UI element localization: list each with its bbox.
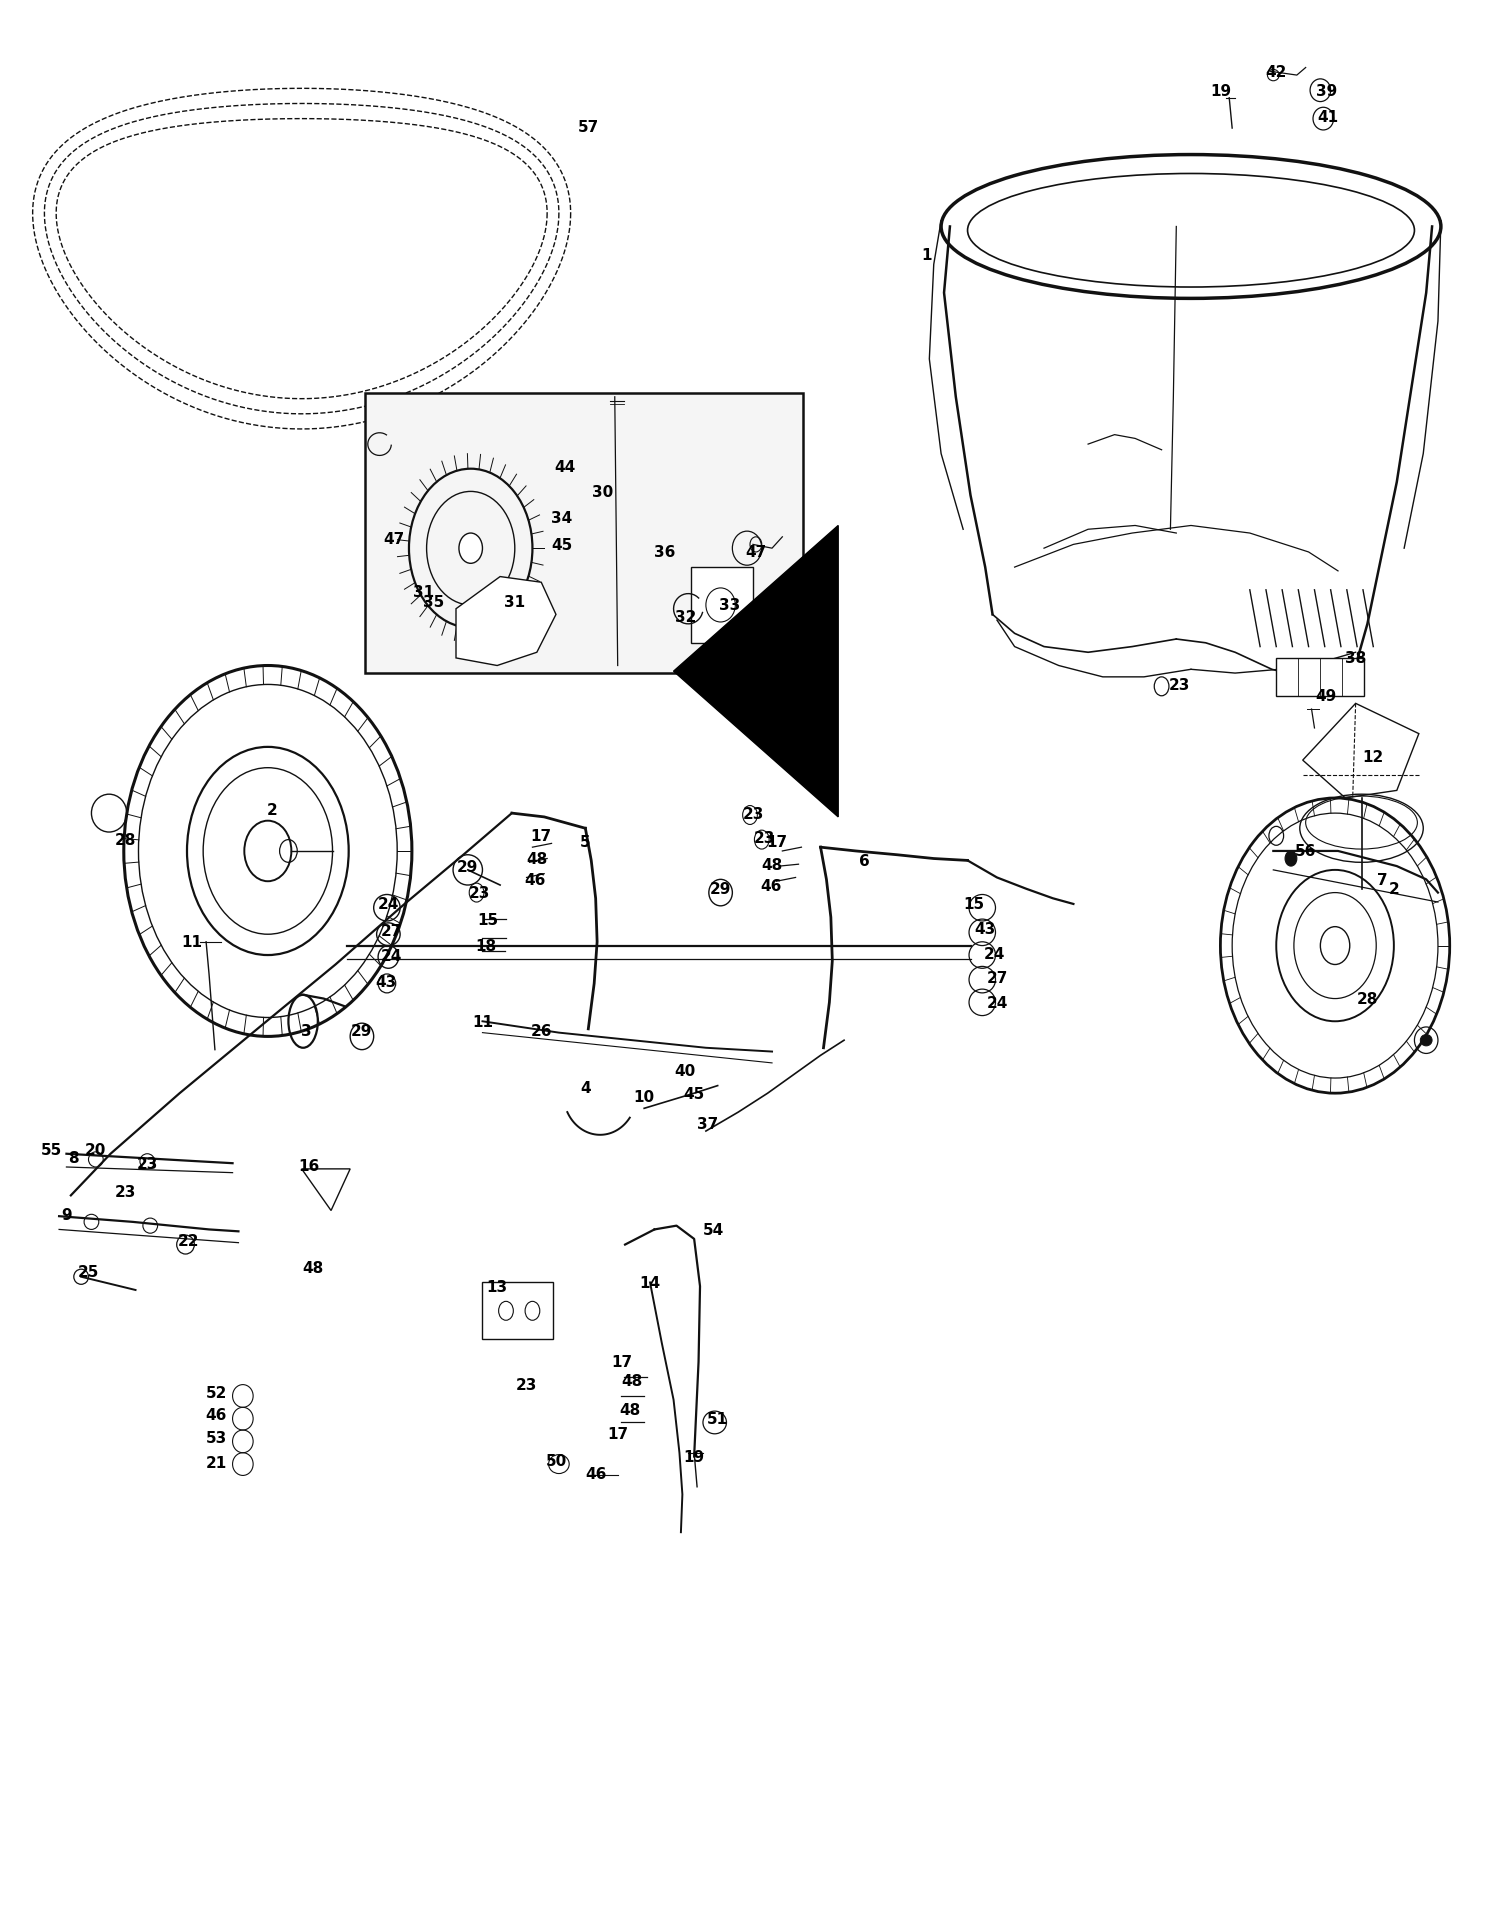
Text: 23: 23: [1168, 677, 1190, 693]
Text: 12: 12: [1362, 749, 1384, 764]
Text: 29: 29: [710, 882, 732, 897]
Text: 48: 48: [622, 1374, 644, 1388]
Text: 17: 17: [766, 834, 788, 849]
Text: 4: 4: [580, 1081, 591, 1096]
Text: 50: 50: [546, 1453, 567, 1469]
Text: 9: 9: [62, 1206, 72, 1222]
FancyBboxPatch shape: [1276, 658, 1365, 697]
Text: 46: 46: [206, 1407, 226, 1422]
Text: 48: 48: [762, 857, 783, 872]
Text: 48: 48: [620, 1401, 640, 1417]
Text: 7: 7: [1377, 872, 1388, 888]
Text: 11: 11: [472, 1015, 494, 1029]
Ellipse shape: [1420, 1034, 1432, 1046]
Text: 10: 10: [633, 1090, 654, 1104]
Text: 44: 44: [554, 459, 576, 475]
Text: 24: 24: [381, 948, 402, 963]
Text: 21: 21: [206, 1455, 226, 1471]
Text: 40: 40: [675, 1063, 696, 1079]
Text: 11: 11: [182, 934, 203, 950]
Polygon shape: [456, 577, 556, 666]
Text: 56: 56: [1294, 843, 1317, 859]
Text: 16: 16: [298, 1158, 320, 1173]
Text: 38: 38: [1346, 650, 1366, 666]
Text: 17: 17: [531, 828, 552, 843]
Text: 23: 23: [136, 1156, 158, 1172]
Text: 48: 48: [303, 1260, 324, 1276]
Text: 28: 28: [1356, 992, 1378, 1007]
Text: 34: 34: [550, 511, 573, 527]
Text: 51: 51: [706, 1411, 728, 1426]
Text: 29: 29: [458, 859, 478, 874]
FancyBboxPatch shape: [364, 394, 802, 674]
FancyBboxPatch shape: [483, 1283, 554, 1339]
Text: 45: 45: [550, 538, 573, 552]
Text: 36: 36: [654, 544, 675, 560]
Text: 33: 33: [718, 598, 740, 614]
Text: 41: 41: [1317, 110, 1338, 125]
Text: 49: 49: [1316, 689, 1336, 704]
Text: 19: 19: [684, 1449, 705, 1465]
Text: 23: 23: [754, 830, 776, 845]
Text: 43: 43: [975, 921, 996, 936]
Text: 15: 15: [963, 897, 984, 913]
Text: 42: 42: [1266, 66, 1287, 79]
Text: 26: 26: [531, 1023, 552, 1038]
Text: 57: 57: [578, 120, 598, 135]
Text: 29: 29: [351, 1023, 372, 1038]
Text: 37: 37: [696, 1116, 718, 1131]
Text: 46: 46: [525, 872, 546, 888]
Text: 1: 1: [921, 249, 932, 262]
Text: 22: 22: [177, 1233, 200, 1249]
Text: 45: 45: [684, 1087, 705, 1102]
Text: 13: 13: [486, 1280, 507, 1293]
Text: 15: 15: [478, 913, 500, 926]
Text: 35: 35: [423, 594, 444, 610]
Text: 8: 8: [69, 1150, 80, 1166]
Text: 23: 23: [470, 886, 490, 901]
Text: 27: 27: [381, 923, 402, 938]
Text: 18: 18: [476, 938, 496, 953]
Text: 24: 24: [378, 897, 399, 913]
Text: 19: 19: [1210, 83, 1231, 98]
Text: 55: 55: [40, 1143, 63, 1158]
Text: 47: 47: [746, 544, 766, 560]
Text: 43: 43: [375, 975, 396, 990]
Text: 32: 32: [675, 610, 696, 625]
Text: 27: 27: [987, 971, 1008, 986]
Text: 39: 39: [1316, 83, 1336, 98]
Ellipse shape: [459, 535, 483, 564]
Text: 23: 23: [742, 807, 764, 820]
Text: 54: 54: [702, 1222, 724, 1237]
Text: 6: 6: [859, 853, 870, 869]
Text: 48: 48: [526, 851, 548, 867]
Ellipse shape: [1286, 851, 1298, 867]
Polygon shape: [674, 527, 838, 818]
Text: 46: 46: [760, 878, 782, 894]
Text: 24: 24: [984, 946, 1005, 961]
Text: 30: 30: [592, 484, 613, 500]
Text: 52: 52: [206, 1386, 226, 1399]
Text: 23: 23: [114, 1185, 136, 1199]
Text: 47: 47: [384, 533, 405, 546]
FancyBboxPatch shape: [692, 567, 753, 643]
Text: 3: 3: [300, 1023, 312, 1038]
Text: 25: 25: [78, 1264, 99, 1280]
Text: 31: 31: [413, 585, 434, 600]
Text: 28: 28: [114, 832, 136, 847]
Text: 5: 5: [580, 834, 591, 849]
Text: 24: 24: [987, 996, 1008, 1009]
Text: 46: 46: [585, 1467, 606, 1482]
Text: 20: 20: [86, 1143, 106, 1158]
Text: 53: 53: [206, 1430, 226, 1446]
Text: 31: 31: [504, 594, 525, 610]
Text: 17: 17: [612, 1355, 633, 1370]
Text: 14: 14: [639, 1276, 660, 1291]
Text: 23: 23: [516, 1378, 537, 1392]
Text: 17: 17: [608, 1426, 628, 1442]
Text: 2: 2: [267, 803, 278, 818]
Text: 2: 2: [1389, 882, 1400, 897]
